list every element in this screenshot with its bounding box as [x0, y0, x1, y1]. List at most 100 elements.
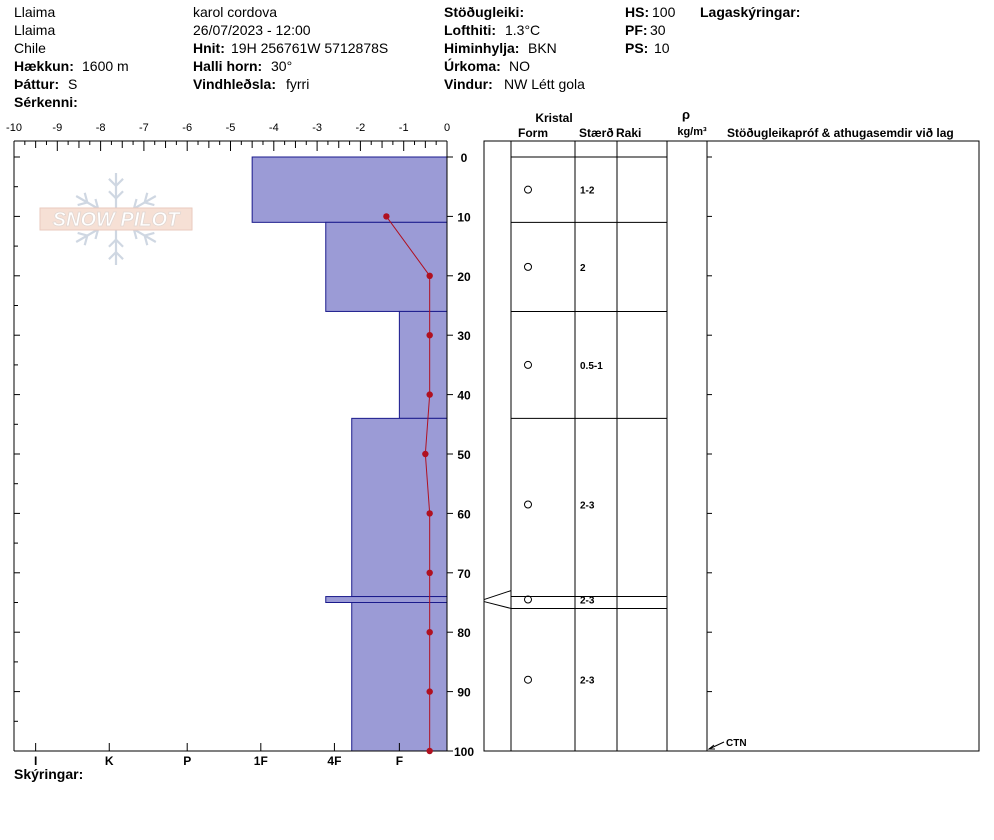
snowflake-branch: [143, 192, 149, 203]
precip-value: NO: [509, 58, 530, 74]
sky-cover-value: BKN: [528, 40, 557, 56]
snowflake-branch: [115, 238, 124, 248]
coords-value: 19H 256761W 5712878S: [231, 40, 389, 56]
wind-label: Vindur:: [444, 76, 493, 92]
hardness-bar-5: [351, 602, 448, 752]
temp-tick-label: -7: [139, 122, 149, 134]
snowflake-branch: [83, 192, 89, 203]
temperature-point: [426, 688, 433, 695]
logo-text: SNOW PILOT: [53, 209, 181, 231]
grain-form-symbol: [524, 185, 532, 194]
temp-tick-label: -4: [269, 122, 279, 134]
temperature-point: [426, 332, 433, 339]
thin-layer-connector-top: [483, 590, 512, 601]
grain-table-frame: [483, 140, 980, 752]
slope-angle-label: Halli horn:: [193, 58, 263, 74]
stability-test-arrowhead: [707, 744, 715, 750]
location-secondary: Llaima: [14, 22, 56, 38]
comments-header: Stöðugleikapróf & athugasemdir við lag: [727, 126, 954, 140]
temp-tick-label: -8: [96, 122, 106, 134]
grain-size-label: 2-3: [580, 500, 595, 511]
size-header: Stærð: [579, 126, 614, 140]
hardness-tick-label: K: [105, 754, 114, 768]
special-features-label: Sérkenni:: [14, 94, 78, 110]
grain-form-symbol: [524, 360, 532, 369]
temperature-point: [426, 629, 433, 636]
hardness-bar-2: [398, 310, 448, 419]
ps-value: 10: [654, 40, 670, 56]
hardness-tick-label: I: [34, 754, 37, 768]
snowflake-branch: [144, 201, 155, 207]
grain-form-symbol: [524, 675, 532, 684]
grain-form-symbol: [524, 595, 532, 604]
hardness-tick-label: 4F: [327, 754, 341, 768]
grain-size-label: 2-3: [580, 676, 595, 687]
form-header: Form: [518, 126, 548, 140]
moisture-header: Raki: [616, 126, 641, 140]
temp-tick-label: -3: [312, 122, 322, 134]
temperature-point: [426, 391, 433, 398]
snowflake-branch: [108, 190, 117, 200]
temp-tick-label: -9: [52, 122, 62, 134]
hardness-bar-4: [325, 596, 448, 603]
snowflake-branch: [77, 231, 88, 237]
snowflake-branch: [115, 178, 124, 187]
snowflake-branch: [115, 190, 124, 200]
hs-value: 100: [652, 4, 676, 20]
depth-tick-label: 40: [457, 389, 471, 403]
temp-tick-label: -2: [356, 122, 366, 134]
country: Chile: [14, 40, 46, 56]
pf-label: PF:: [625, 22, 648, 38]
air-temp-value: 1.3°C: [505, 22, 541, 38]
temperature-point: [426, 272, 433, 279]
depth-tick-label: 20: [457, 270, 471, 284]
snowflake-branch: [132, 229, 138, 240]
temp-tick-label: -10: [6, 122, 22, 134]
stability-test-label: CTN: [726, 738, 747, 749]
elevation-value: 1600 m: [82, 58, 129, 74]
temp-tick-label: 0: [444, 122, 450, 134]
stability-test-arrow: [708, 741, 725, 750]
temp-tick-label: -1: [399, 122, 409, 134]
air-temp-label: Lofthiti:: [444, 22, 497, 38]
aspect-label: Þáttur:: [14, 76, 60, 92]
pf-value: 30: [650, 22, 666, 38]
snowflake-branch: [108, 178, 117, 187]
ps-label: PS:: [625, 40, 649, 56]
observation-datetime: 26/07/2023 - 12:00: [193, 22, 311, 38]
wind-loading-value: fyrri: [286, 76, 310, 92]
temperature-point: [426, 510, 433, 517]
depth-tick-label: 50: [457, 448, 471, 462]
temperature-point: [426, 569, 433, 576]
coords-label: Hnit:: [193, 40, 225, 56]
snowflake-branch: [143, 235, 149, 246]
slope-angle-value: 30°: [271, 58, 293, 74]
depth-tick-label: 0: [461, 151, 468, 165]
snowflake-branch: [94, 229, 100, 240]
snowflake-branch: [77, 201, 88, 207]
depth-tick-label: 80: [457, 626, 471, 640]
aspect-value: S: [68, 76, 78, 92]
snowflake-branch: [83, 235, 89, 246]
stability-label: Stöðugleiki:: [444, 4, 525, 20]
sky-cover-label: Himinhylja:: [444, 40, 520, 56]
notes-label: Skýringar:: [14, 766, 84, 782]
snowflake-branch: [108, 251, 117, 260]
depth-tick-label: 10: [457, 210, 471, 224]
snowflake-branch: [108, 238, 117, 248]
temperature-profile-line: [385, 216, 431, 751]
depth-tick-label: 60: [457, 507, 471, 521]
grain-size-label: 2-3: [580, 596, 595, 607]
grain-form-symbol: [524, 262, 532, 271]
hardness-bar-0: [251, 156, 448, 223]
wind-loading-label: Vindhleðsla:: [193, 76, 276, 92]
hardness-bar-1: [325, 221, 448, 312]
hs-label: HS:: [625, 4, 650, 20]
hardness-tick-label: 1F: [254, 754, 268, 768]
observer-name: karol cordova: [193, 4, 278, 20]
thin-layer-connector-bottom: [483, 601, 512, 609]
depth-tick-label: 30: [457, 329, 471, 343]
temperature-point: [383, 213, 390, 220]
hardness-tick-label: P: [183, 754, 191, 768]
